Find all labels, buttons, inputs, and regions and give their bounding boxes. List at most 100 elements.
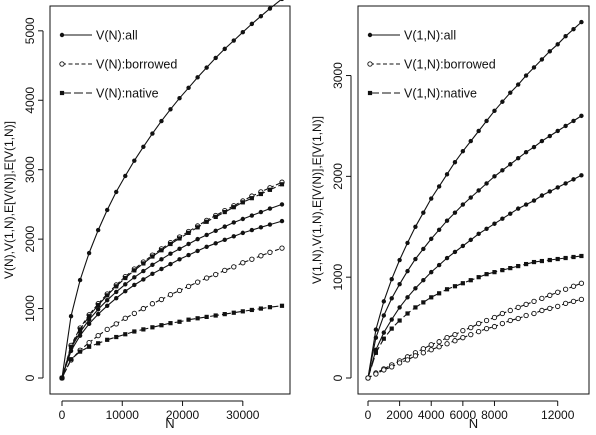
left-series-point-6 bbox=[168, 321, 173, 326]
right-series-point-0 bbox=[563, 34, 568, 39]
right-series-point-3 bbox=[413, 305, 418, 310]
right-series-point-0 bbox=[531, 65, 537, 70]
left-series-point-6 bbox=[114, 334, 119, 340]
left-series-point-4 bbox=[95, 311, 101, 317]
right-series-point-1 bbox=[468, 195, 473, 200]
right-series-point-5 bbox=[452, 338, 458, 344]
right-series-point-4 bbox=[444, 335, 450, 341]
right-series-point-2 bbox=[444, 255, 450, 261]
left-y-tick-label: 1000 bbox=[23, 295, 37, 322]
left-series-point-4 bbox=[132, 282, 137, 288]
right-series-point-5 bbox=[507, 317, 513, 324]
right-series-point-3 bbox=[508, 266, 513, 271]
left-series-point-6 bbox=[87, 344, 92, 349]
left-series-point-4 bbox=[195, 248, 200, 254]
left-series-point-2 bbox=[168, 241, 173, 247]
left-series-point-6 bbox=[150, 325, 155, 330]
right-series-point-3 bbox=[405, 311, 410, 316]
right-series-point-3 bbox=[437, 291, 442, 296]
left-series-point-4 bbox=[68, 348, 74, 354]
left-series-point-6 bbox=[96, 341, 101, 346]
right-series-point-2 bbox=[531, 198, 537, 203]
left-series-point-2 bbox=[249, 196, 254, 201]
right-series-point-3 bbox=[500, 268, 505, 273]
right-series-point-5 bbox=[428, 347, 434, 353]
right-series-point-3 bbox=[429, 295, 434, 300]
left-series-point-3 bbox=[132, 275, 137, 280]
right-y-tick-label: 3000 bbox=[331, 62, 345, 89]
left-series-point-0 bbox=[249, 21, 255, 27]
right-series-point-2 bbox=[436, 262, 442, 268]
left-series-point-4 bbox=[86, 321, 92, 327]
right-series-point-5 bbox=[539, 307, 545, 314]
right-series-point-0 bbox=[484, 118, 489, 124]
right-series-point-3 bbox=[547, 257, 552, 263]
right-series-point-1 bbox=[476, 188, 481, 193]
left-series-point-5 bbox=[104, 326, 110, 333]
left-series-point-3 bbox=[114, 289, 119, 295]
right-series-point-1 bbox=[452, 210, 458, 215]
left-series-point-4 bbox=[114, 295, 119, 301]
right-series-point-1 bbox=[421, 246, 426, 252]
right-series-point-3 bbox=[421, 300, 426, 305]
left-series-point-3 bbox=[222, 224, 227, 229]
right-legend-marker bbox=[367, 32, 373, 38]
left-series-point-2 bbox=[258, 191, 263, 197]
left-series-point-2 bbox=[132, 268, 137, 273]
right-series-point-5 bbox=[444, 341, 450, 347]
right-series-point-2 bbox=[539, 193, 545, 198]
left-series-point-5 bbox=[167, 292, 174, 298]
right-series-point-2 bbox=[405, 295, 410, 300]
left-series-point-0 bbox=[150, 131, 155, 136]
right-series-point-5 bbox=[436, 344, 442, 350]
left-series-point-3 bbox=[123, 282, 128, 287]
right-series-point-5 bbox=[389, 364, 395, 370]
right-series-point-3 bbox=[523, 261, 529, 267]
left-series-point-6 bbox=[59, 375, 65, 381]
left-series-point-6 bbox=[159, 323, 164, 328]
left-series-point-4 bbox=[105, 303, 110, 308]
right-series-point-1 bbox=[539, 138, 545, 144]
right-series-point-2 bbox=[484, 226, 489, 231]
right-series-point-5 bbox=[381, 367, 387, 373]
right-series-point-4 bbox=[468, 324, 474, 331]
left-series-point-5 bbox=[86, 339, 92, 346]
left-series-point-4 bbox=[231, 234, 236, 239]
left-series-point-0 bbox=[258, 14, 264, 19]
right-series-point-5 bbox=[373, 371, 379, 377]
right-series-point-5 bbox=[515, 315, 521, 322]
right-series-point-2 bbox=[500, 216, 505, 221]
left-series-point-0 bbox=[141, 144, 146, 149]
left-series-point-5 bbox=[122, 315, 128, 321]
right-series-point-4 bbox=[491, 314, 498, 321]
right-series-point-0 bbox=[405, 240, 410, 246]
right-series-point-0 bbox=[492, 108, 497, 114]
right-series-point-0 bbox=[476, 128, 481, 134]
right-series-point-5 bbox=[491, 323, 498, 330]
left-series-point-6 bbox=[132, 329, 137, 334]
right-series-point-5 bbox=[570, 298, 577, 305]
right-series-point-0 bbox=[500, 99, 505, 104]
left-legend-marker bbox=[59, 61, 65, 67]
right-legend-marker bbox=[367, 61, 373, 67]
left-series-point-2 bbox=[177, 236, 182, 241]
left-y-tick-label: 3000 bbox=[23, 156, 37, 183]
right-series-point-4 bbox=[523, 301, 529, 308]
right-series-point-0 bbox=[389, 276, 394, 282]
left-series-point-3 bbox=[77, 329, 83, 335]
right-x-tick-label: 2000 bbox=[386, 408, 413, 422]
right-series-point-0 bbox=[429, 196, 434, 201]
left-series-point-6 bbox=[105, 337, 110, 342]
left-series-point-2 bbox=[267, 187, 273, 192]
right-series-point-2 bbox=[460, 243, 466, 249]
left-series-point-4 bbox=[77, 333, 83, 338]
right-series-point-2 bbox=[468, 237, 473, 243]
left-series-point-3 bbox=[267, 206, 273, 211]
left-series-point-6 bbox=[267, 305, 273, 310]
left-series-point-0 bbox=[231, 38, 236, 43]
right-series-point-4 bbox=[476, 320, 482, 327]
right-series-point-1 bbox=[413, 256, 418, 262]
left-series-point-4 bbox=[204, 244, 209, 249]
left-series-point-6 bbox=[222, 312, 227, 317]
right-series-point-0 bbox=[421, 210, 426, 215]
